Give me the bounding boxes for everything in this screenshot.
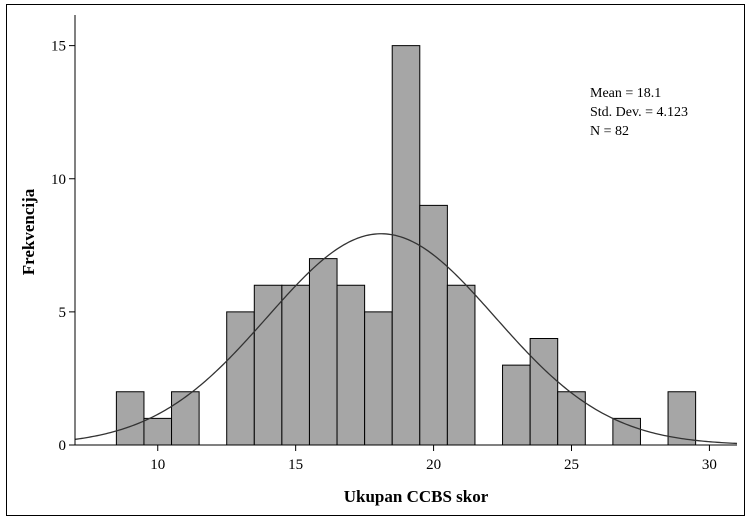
x-tick-label: 30: [702, 457, 717, 473]
histogram-bar: [171, 391, 200, 446]
histogram-bar: [308, 258, 338, 446]
histogram-bar: [667, 391, 697, 446]
histogram-bar: [419, 204, 448, 446]
y-axis-ticks: 0 5 10 15: [51, 39, 75, 454]
y-tick-label: 10: [51, 172, 66, 188]
y-axis-title: Frekvencija: [19, 188, 38, 275]
y-tick-label: 0: [59, 438, 67, 454]
normal-curve: [74, 233, 738, 445]
x-tick-label: 15: [288, 457, 303, 473]
y-tick-label: 5: [59, 305, 67, 321]
x-tick-label: 20: [426, 457, 441, 473]
histogram-chart: 0 5 10 15 10 15 20 25 30 Frekvencija Ukupan CCB…: [19, 15, 738, 506]
histogram-bar: [446, 284, 476, 446]
histogram-bar: [391, 45, 421, 446]
histogram-bar: [143, 417, 173, 446]
histogram-bar: [529, 338, 559, 446]
y-tick-label: 15: [51, 39, 66, 55]
axes: [74, 15, 737, 446]
histogram-bar: [226, 311, 255, 446]
histogram-bar: [281, 284, 310, 446]
stat-n: N = 82: [590, 124, 629, 139]
histogram-bar: [612, 417, 641, 446]
stat-mean: Mean = 18.1: [590, 86, 661, 101]
histogram-bar: [115, 391, 145, 446]
histogram-bar: [364, 311, 393, 446]
histogram-bar: [502, 364, 531, 446]
histogram-bars: [115, 45, 697, 446]
x-tick-label: 25: [564, 457, 579, 473]
x-axis-ticks: 10 15 20 25 30: [150, 445, 717, 473]
x-axis-title: Ukupan CCBS skor: [344, 487, 489, 506]
histogram-bar: [253, 284, 283, 446]
chart-frame: 0 5 10 15 10 15 20 25 30 Frekvencija Ukupan CCB…: [6, 4, 745, 516]
x-tick-label: 10: [150, 457, 165, 473]
stats-box: Mean = 18.1 Std. Dev. = 4.123 N = 82: [590, 86, 688, 139]
histogram-bar: [336, 284, 366, 446]
stat-sd: Std. Dev. = 4.123: [590, 105, 688, 120]
